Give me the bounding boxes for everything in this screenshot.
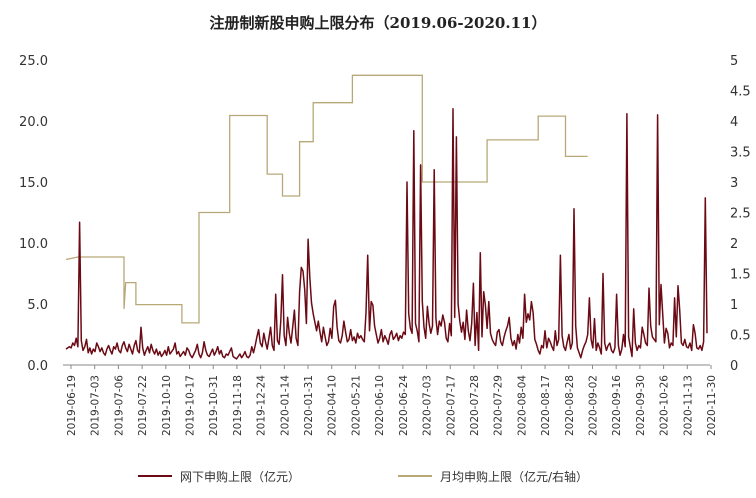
y-right-tick-label: 4.5	[730, 85, 751, 100]
x-tick-label: 2020-09-30	[635, 375, 647, 436]
y-left-axis: 0.0 5.0 10.0 15.0 20.0 25.0	[19, 54, 48, 374]
x-tick-label: 2020-08-04	[516, 375, 528, 436]
y-right-tick-label: 2.5	[730, 207, 751, 222]
plot-area	[65, 74, 708, 360]
y-right-tick-label: 1	[730, 298, 738, 313]
chart-title: 注册制新股申购上限分布（2019.06-2020.11）	[210, 14, 547, 32]
x-tick-label: 2019-12-24	[256, 375, 268, 436]
x-tick-label: 2019-07-22	[137, 375, 149, 436]
y-right-tick-label: 3.5	[730, 146, 751, 161]
legend-label-series2: 月均申购上限（亿元/右轴）	[440, 469, 588, 484]
x-tick-label: 2020-01-31	[303, 375, 315, 436]
x-tick-label: 2019-07-06	[113, 375, 125, 436]
x-tick-label: 2020-07-03	[422, 375, 434, 436]
y-right-tick-label: 2	[730, 237, 738, 252]
x-tick-label: 2019-07-03	[90, 375, 102, 436]
legend-label-series1: 网下申购上限（亿元）	[180, 469, 300, 484]
series-line-monthly-average	[65, 74, 588, 324]
x-tick-label: 2020-11-13	[682, 375, 694, 436]
y-left-tick-label: 25.0	[19, 54, 48, 69]
y-left-tick-label: 10.0	[19, 237, 48, 252]
series-line-offline-subscription	[65, 108, 708, 360]
y-right-tick-label: 4	[730, 115, 738, 130]
y-left-tick-label: 0.0	[27, 359, 48, 374]
x-tick-label: 2020-07-17	[445, 375, 457, 436]
y-right-tick-label: 5	[730, 54, 738, 69]
y-left-tick-label: 15.0	[19, 176, 48, 191]
y-right-tick-label: 1.5	[730, 268, 751, 283]
x-tick-label: 2020-07-28	[469, 375, 481, 436]
legend: 网下申购上限（亿元） 月均申购上限（亿元/右轴）	[138, 469, 588, 484]
x-tick-label: 2020-05-21	[350, 375, 362, 436]
x-tick-label: 2019-10-31	[208, 375, 220, 436]
x-tick-label: 2020-08-17	[540, 375, 552, 436]
x-tick-label: 2020-04-10	[327, 375, 339, 436]
x-tick-label: 2019-10-10	[161, 375, 173, 436]
x-tick-label: 2020-06-10	[374, 375, 386, 436]
x-tick-label: 2020-01-14	[279, 375, 291, 436]
x-tick-label: 2020-06-24	[398, 375, 410, 436]
x-tick-label: 2020-09-16	[611, 375, 623, 436]
x-axis: 2019-06-19 2019-07-03 2019-07-06 2019-07-22…	[66, 365, 718, 436]
y-right-tick-label: 0	[730, 359, 738, 374]
x-tick-label: 2020-07-29	[493, 375, 505, 436]
y-left-tick-label: 20.0	[19, 115, 48, 130]
x-tick-label: 2020-11-30	[706, 375, 718, 436]
y-right-tick-label: 0.5	[730, 329, 751, 344]
x-tick-label: 2019-10-17	[185, 375, 197, 436]
x-tick-label: 2020-10-26	[659, 375, 671, 436]
x-tick-label: 2020-09-02	[587, 375, 599, 436]
y-right-tick-label: 3	[730, 176, 738, 191]
y-left-tick-label: 5.0	[27, 298, 48, 313]
y-right-axis: 0 0.5 1 1.5 2 2.5 3 3.5 4 4.5 5	[730, 54, 751, 374]
x-tick-label: 2019-06-19	[66, 375, 78, 436]
x-tick-label: 2020-08-28	[564, 375, 576, 436]
x-tick-label: 2019-11-18	[232, 375, 244, 436]
